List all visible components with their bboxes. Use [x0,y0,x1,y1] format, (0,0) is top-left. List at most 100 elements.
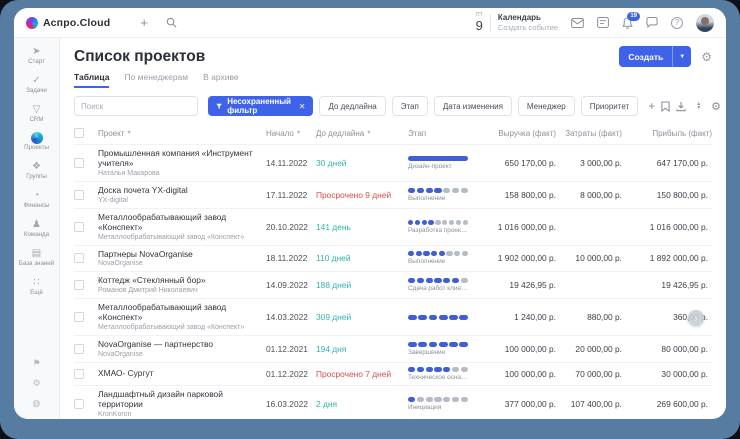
project-cell[interactable]: Металлообрабатывающий завод «Конспект»Ме… [98,303,266,331]
table-row[interactable]: Металлообрабатывающий завод «Конспект»Ме… [74,208,712,245]
stage-segment [408,188,415,193]
calendar-create-event[interactable]: Создать событие [498,23,558,32]
deadline: 141 день [316,222,408,232]
divider [490,14,491,32]
row-checkbox[interactable] [74,222,84,232]
sort-icon[interactable]: ▲▼ [696,102,701,110]
project-cell[interactable]: Ландшафтный дизайн парковой территорииKr… [98,390,266,418]
add-filter-icon[interactable]: + [648,99,655,113]
stage-segment [459,342,468,347]
profit-fact: 1 016 000,00 р. [622,222,712,232]
sidebar-item-8[interactable]: ▤База знаний [14,244,59,273]
row-checkbox[interactable] [74,190,84,200]
project-cell[interactable]: Промышленная компания «Инструмент учител… [98,149,266,177]
table-header: Проект▼Начало▼До дедлайна▼ЭтапВыручка (ф… [74,124,712,144]
bell-icon[interactable]: 19 [622,17,633,29]
filter-button-2[interactable]: Этап [392,96,428,116]
table-row[interactable]: Партнеры NovaOrganiseNovaOrganise18.11.2… [74,245,712,272]
tab-2[interactable]: По менеджерам [124,72,188,88]
search-input[interactable] [74,96,198,116]
help-icon[interactable]: ? [671,17,683,29]
project-cell[interactable]: Коттедж «Стеклянный бор»Романов Дмитрий … [98,276,266,294]
project-cell[interactable]: Доска почета YX-digitalYX-digital [98,186,266,204]
quick-add-icon[interactable]: + [140,16,148,29]
bookmark-icon[interactable] [661,101,670,112]
tab-1[interactable]: Таблица [74,72,109,88]
calendar-widget[interactable]: ПТ 9 Календарь Создать событие [476,13,558,32]
sidebar-item-6[interactable]: ◔Финансы [14,186,59,215]
project-subtitle: Металлообрабатывающий завод «Конспект» [98,324,266,331]
flag-icon[interactable]: ⚑ [32,358,40,369]
stage-segment [439,251,445,256]
table-row[interactable]: Ландшафтный дизайн парковой территорииKr… [74,385,712,419]
row-checkbox[interactable] [74,344,84,354]
gear-icon[interactable]: ⚙ [32,378,40,389]
column-header-7: Прибыль (факт) [622,129,712,138]
sidebar-item-4[interactable]: Проекты [14,128,59,157]
create-button[interactable]: Создать ▼ [619,46,691,67]
project-cell[interactable]: ХМАО- Сургут [98,369,266,379]
project-subtitle: NovaOrganise [98,351,266,358]
stage-segment [415,220,420,225]
table-settings-icon[interactable]: ⚙ [711,100,721,113]
filter-button-1[interactable]: До дедлайна [319,96,385,116]
column-header-2[interactable]: Начало▼ [266,129,316,138]
note-icon[interactable] [597,17,609,28]
table-row[interactable]: Коттедж «Стеклянный бор»Романов Дмитрий … [74,271,712,298]
mail-icon[interactable] [571,18,584,28]
stage-segment [434,397,441,402]
row-checkbox[interactable] [74,280,84,290]
filter-button-3[interactable]: Дата изменения [434,96,512,116]
project-subtitle: KronKoron [98,411,266,418]
row-checkbox[interactable] [74,399,84,409]
table-row[interactable]: Металлообрабатывающий завод «Конспект»Ме… [74,298,712,335]
row-checkbox[interactable] [74,158,84,168]
funnel-icon [216,102,222,111]
table-row[interactable]: ХМАО- Сургут01.12.2022Просрочено 7 днейТ… [74,362,712,385]
row-checkbox[interactable] [74,253,84,263]
chevron-down-icon[interactable]: ▼ [673,54,691,60]
costs-fact: 20 000,00 р. [556,344,622,354]
download-icon[interactable] [676,101,686,112]
project-cell[interactable]: Металлообрабатывающий завод «Конспект»Ме… [98,213,266,241]
sidebar-item-7[interactable]: ♟Команда [14,215,59,244]
stage-segment [416,251,422,256]
sidebar-item-2[interactable]: ✓Задачи [14,71,59,100]
blob-icon[interactable]: ◍ [32,398,40,409]
sidebar-item-3[interactable]: ▽CRM [14,100,59,129]
stage-segment [428,220,433,225]
column-header-1[interactable]: Проект▼ [98,129,266,138]
sidebar-item-label: Команда [24,232,49,239]
brand[interactable]: Аспро.Cloud [26,17,110,29]
table-row[interactable]: Промышленная компания «Инструмент учител… [74,144,712,181]
stage-segment [408,278,415,283]
sidebar-item-1[interactable]: ➤Старт [14,42,59,71]
row-checkbox[interactable] [74,369,84,379]
page-settings-icon[interactable]: ⚙ [701,50,712,64]
sidebar-item-9[interactable]: ∷Ещё [14,273,59,302]
filter-button-4[interactable]: Менеджер [518,96,575,116]
scroll-right-button[interactable]: › [688,310,704,326]
column-header-3[interactable]: До дедлайна▼ [316,129,408,138]
tab-3[interactable]: В архиве [203,72,239,88]
stage-segment [417,278,424,283]
stage-segment [456,220,461,225]
table-row[interactable]: NovaOrganise — партнерствоNovaOrganise01… [74,335,712,362]
chat-icon[interactable] [646,17,658,28]
project-cell[interactable]: Партнеры NovaOrganiseNovaOrganise [98,250,266,268]
clear-filter-icon[interactable]: ✕ [299,102,306,111]
sort-caret-icon: ▼ [366,130,371,136]
table-row[interactable]: Доска почета YX-digitalYX-digital17.11.2… [74,181,712,208]
sidebar-item-5[interactable]: ❖Группы [14,157,59,186]
select-all-checkbox[interactable] [74,128,84,138]
revenue-fact: 100 000,00 р. [482,369,556,379]
deadline: 30 дней [316,158,408,168]
stage-segment [418,342,427,347]
project-cell[interactable]: NovaOrganise — партнерствоNovaOrganise [98,340,266,358]
avatar[interactable] [696,14,714,32]
search-icon[interactable] [166,17,177,28]
active-filter-chip[interactable]: Несохраненный фильтр ✕ [208,96,313,116]
row-checkbox[interactable] [74,312,84,322]
filter-button-5[interactable]: Приоритет [581,96,638,116]
sidebar-item-label: Старт [28,59,45,66]
